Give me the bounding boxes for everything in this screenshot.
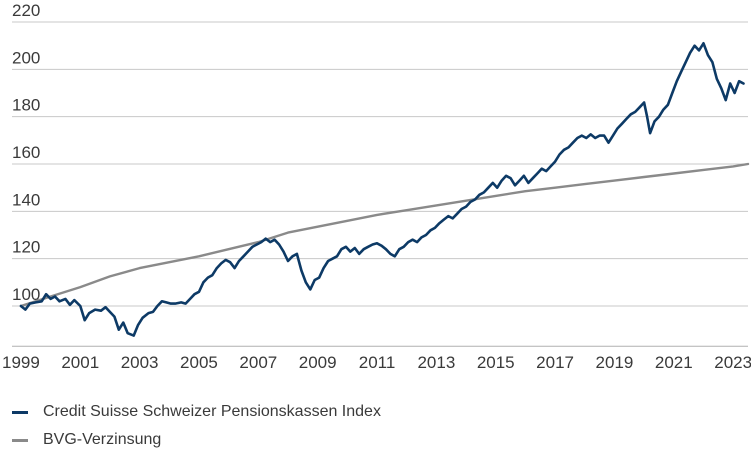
x-tick-label: 2003 [121, 353, 159, 372]
x-tick-label: 1999 [2, 353, 40, 372]
line-chart: 100 120 140 160 180 200 220 1999 2001 2003 2005 200… [2, 1, 751, 372]
legend-swatch-pension-index [12, 410, 28, 414]
x-tick-label: 2005 [180, 353, 218, 372]
y-tick-label: 160 [12, 143, 40, 162]
x-tick-label: 2015 [477, 353, 515, 372]
y-tick-label: 120 [12, 238, 40, 257]
legend-item-pension-index: Credit Suisse Schweizer Pensionskassen I… [12, 398, 381, 426]
x-tick-label: 2023 [714, 353, 751, 372]
legend-item-bvg: BVG-Verzinsung [12, 426, 381, 454]
y-tick-label: 100 [12, 285, 40, 304]
x-tick-label: 2011 [359, 353, 396, 372]
x-tick-label: 2019 [596, 353, 634, 372]
x-tick-label: 2013 [417, 353, 455, 372]
x-tick-label: 2021 [655, 353, 693, 372]
legend-label-pension-index: Credit Suisse Schweizer Pensionskassen I… [43, 403, 381, 420]
series-line-bvg [19, 162, 750, 308]
y-tick-label: 200 [12, 48, 40, 67]
chart-legend: Credit Suisse Schweizer Pensionskassen I… [12, 398, 381, 454]
x-tick-label: 2017 [536, 353, 574, 372]
y-tick-label: 140 [12, 190, 40, 209]
x-tick-label: 2009 [299, 353, 337, 372]
y-tick-label: 180 [12, 96, 40, 115]
series-line-pension-index [19, 42, 745, 337]
legend-label-bvg: BVG-Verzinsung [43, 431, 162, 448]
y-tick-label: 220 [12, 1, 40, 20]
x-tick-label: 2001 [61, 353, 99, 372]
x-tick-label: 2007 [239, 353, 277, 372]
legend-swatch-bvg [12, 438, 28, 442]
